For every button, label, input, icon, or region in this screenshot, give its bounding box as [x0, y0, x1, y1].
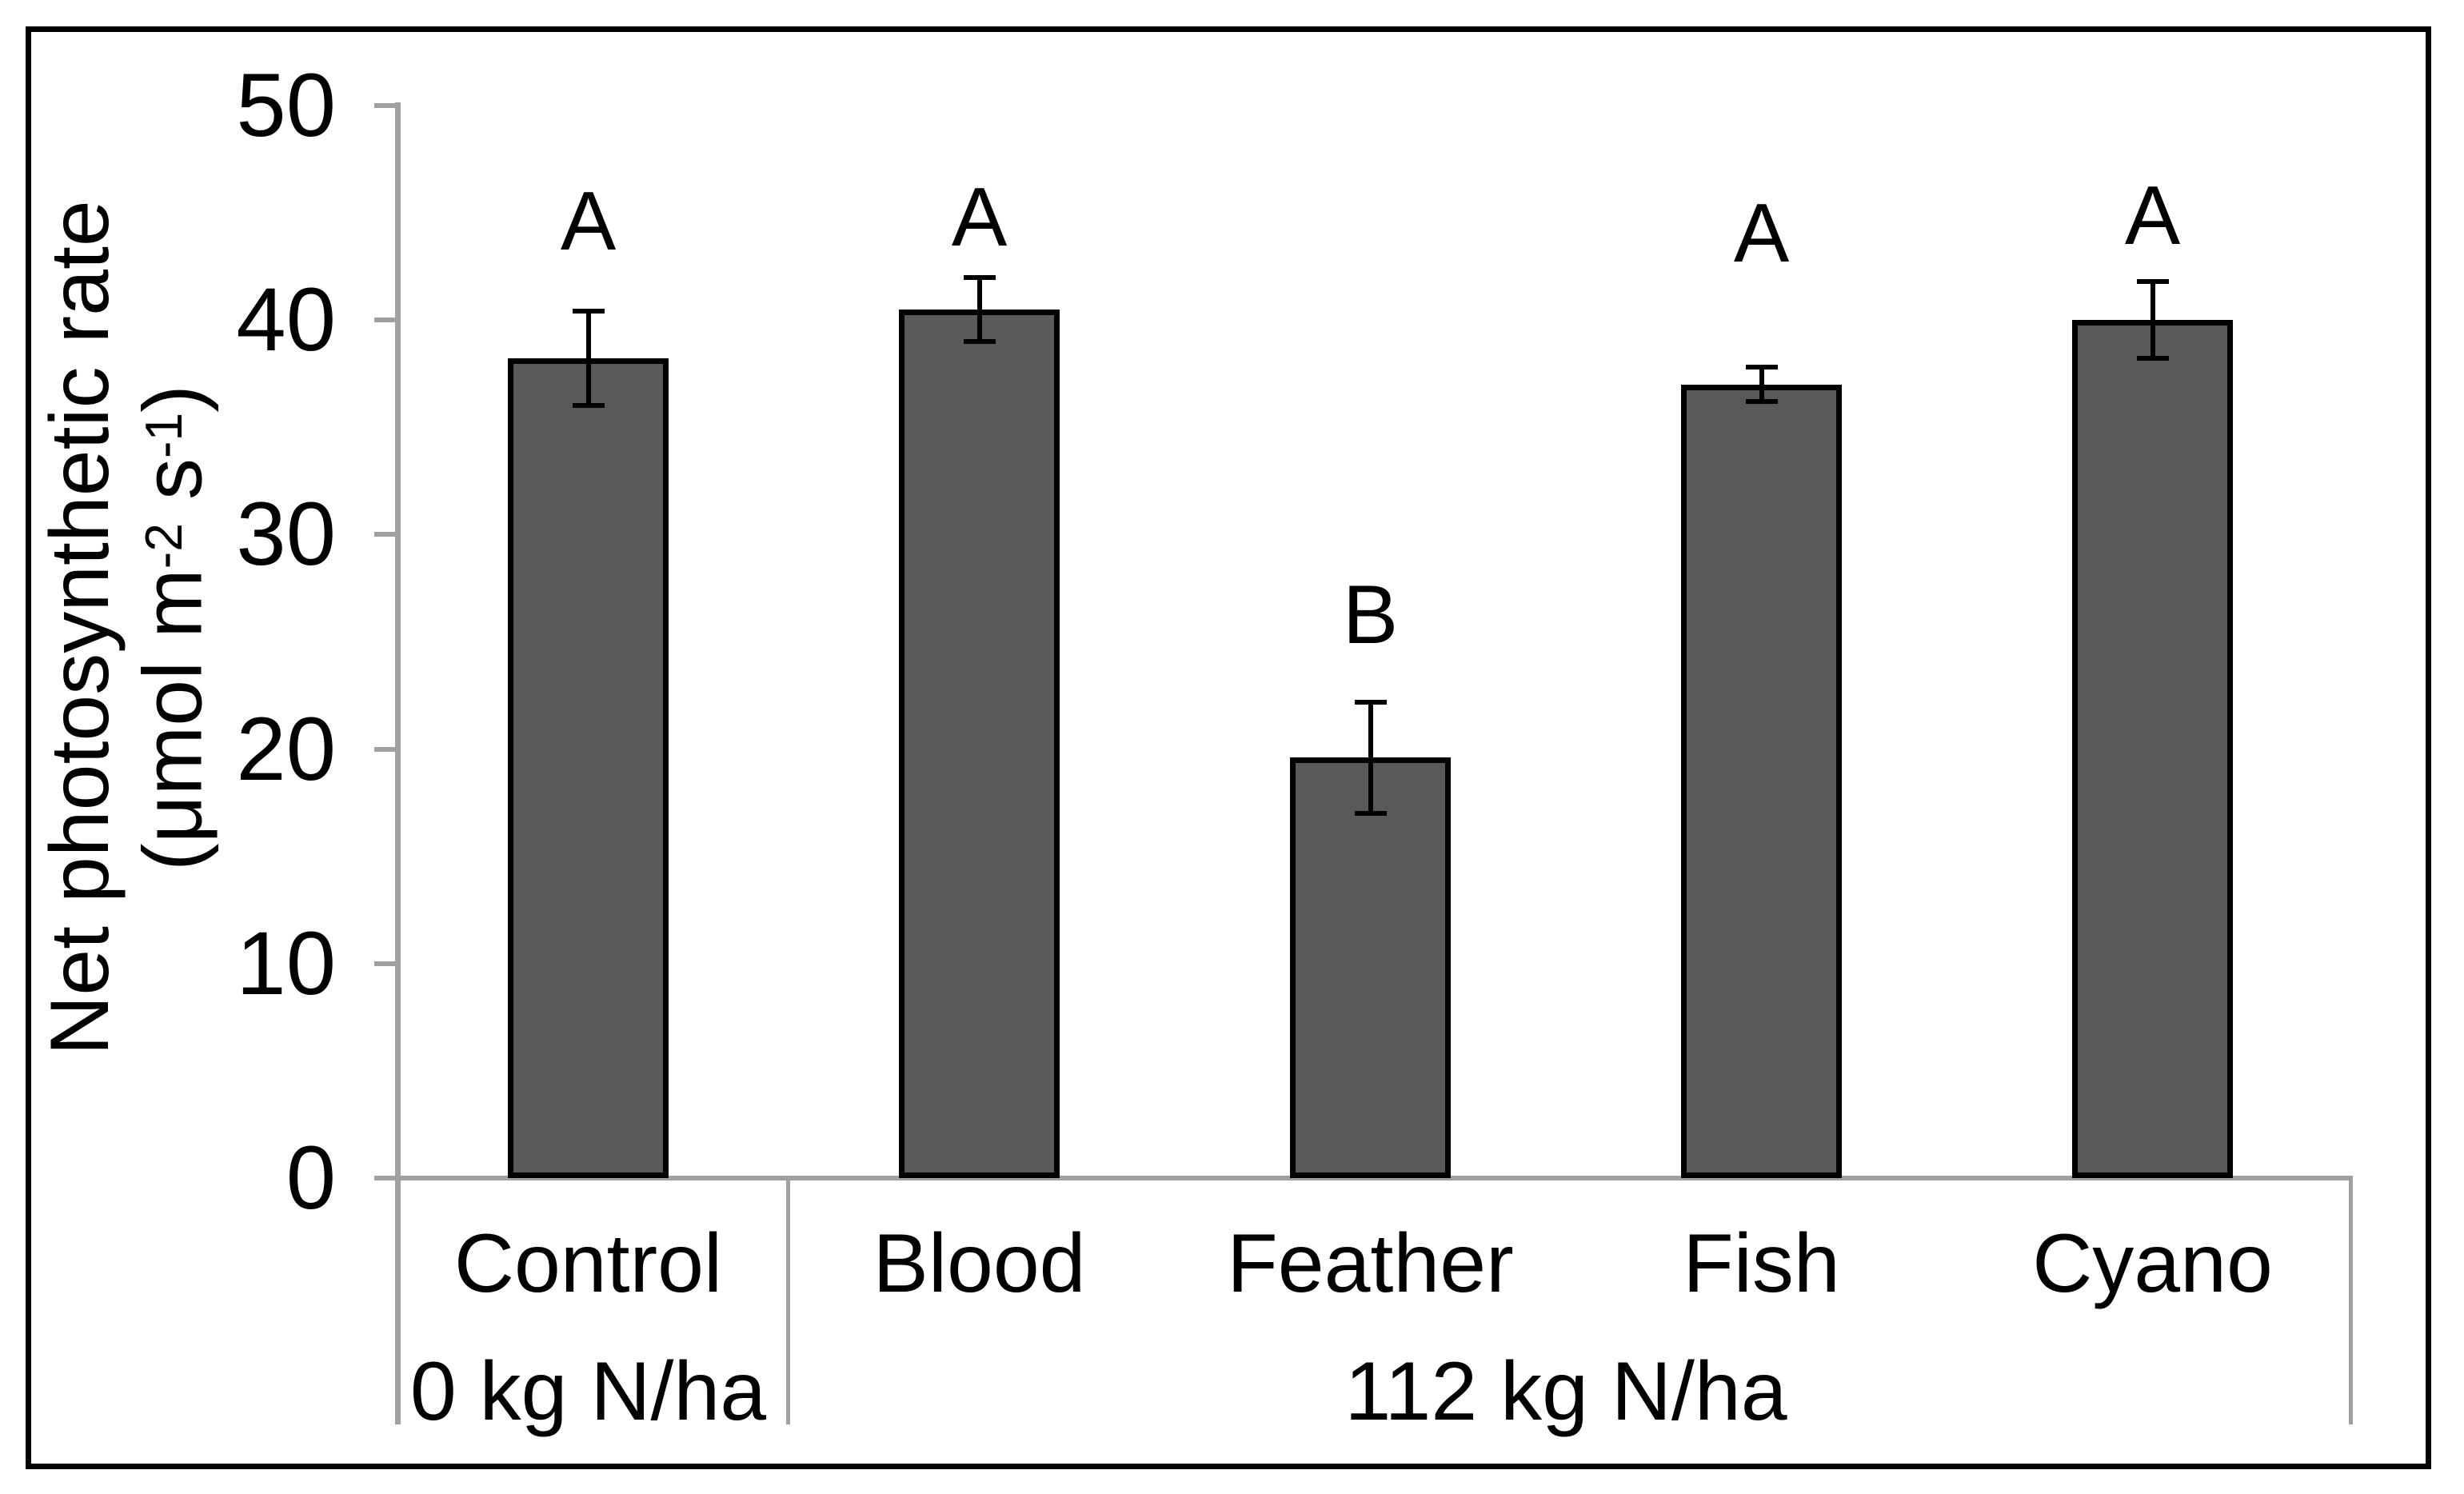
figure-border — [26, 26, 2431, 1469]
error-bar-line — [2150, 281, 2155, 359]
error-bar-cap-top — [572, 309, 605, 314]
bar-feather — [1290, 757, 1451, 1178]
y-tick-mark — [374, 103, 397, 108]
error-bar-line — [976, 277, 982, 342]
y-axis-title-line2: (μmol m-2 s-1) — [126, 385, 220, 871]
group-label: 0 kg N/ha — [409, 1345, 767, 1438]
bar-control — [508, 358, 669, 1178]
category-divider-left-group — [786, 1178, 790, 1424]
bar-blood — [899, 309, 1060, 1178]
y-tick-label: 20 — [236, 698, 336, 799]
y-axis-line — [395, 102, 401, 1424]
error-bar-cap-top — [2136, 278, 2169, 284]
error-bar-cap-top — [963, 274, 996, 280]
y-tick-label: 40 — [236, 270, 336, 370]
significance-letter-cyano: A — [2124, 170, 2181, 262]
error-bar-line — [585, 311, 591, 406]
error-bar-cap-bottom — [1354, 811, 1387, 817]
y-tick-label: 50 — [236, 55, 336, 155]
error-bar-cap-top — [1745, 365, 1778, 370]
significance-letter-fish: A — [1733, 187, 1790, 280]
significance-letter-feather: B — [1342, 569, 1399, 661]
error-bar-line — [1759, 367, 1764, 402]
y-tick-label: 0 — [286, 1128, 336, 1228]
category-label-fish: Fish — [1683, 1217, 1840, 1310]
significance-letter-control: A — [560, 175, 617, 268]
x-axis-line — [395, 1176, 2353, 1180]
category-divider-right-edge — [2349, 1178, 2353, 1424]
significance-letter-blood: A — [951, 171, 1008, 264]
error-bar-cap-top — [1354, 699, 1387, 705]
y-axis-title-line1: Net photosynthetic rate — [34, 200, 126, 1056]
bar-fish — [1681, 384, 1842, 1178]
group-label: 112 kg N/ha — [1344, 1345, 1787, 1438]
error-bar-cap-bottom — [963, 339, 996, 345]
error-bar-cap-bottom — [1745, 399, 1778, 405]
error-bar-line — [1368, 701, 1373, 814]
category-label-control: Control — [453, 1217, 723, 1310]
y-tick-label: 10 — [236, 913, 336, 1013]
error-bar-cap-bottom — [572, 403, 605, 409]
y-tick-mark — [374, 1176, 397, 1180]
superscript-minus1: -1 — [135, 412, 193, 459]
category-label-cyano: Cyano — [2032, 1217, 2273, 1310]
error-bar-cap-bottom — [2136, 356, 2169, 362]
y-tick-mark — [374, 532, 397, 537]
y-tick-label: 30 — [236, 484, 336, 585]
y-tick-mark — [374, 961, 397, 966]
category-label-feather: Feather — [1227, 1217, 1514, 1310]
y-tick-mark — [374, 318, 397, 323]
y-axis-title: Net photosynthetic rate (μmol m-2 s-1) — [34, 68, 220, 1188]
category-label-blood: Blood — [873, 1217, 1086, 1310]
bar-cyano — [2072, 320, 2233, 1178]
y-tick-mark — [374, 746, 397, 752]
